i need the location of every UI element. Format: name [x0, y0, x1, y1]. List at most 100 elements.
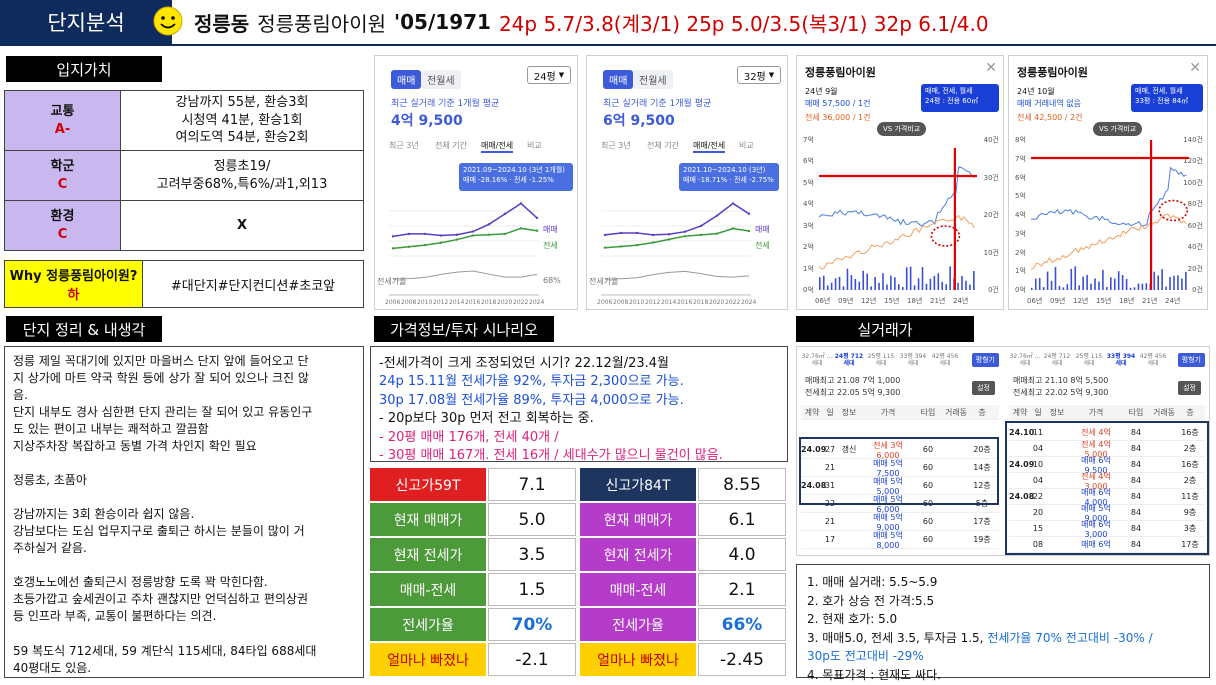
- trade-filter[interactable]: 매매, 전세, 월세 24평 : 전용 60㎡: [921, 84, 999, 112]
- period-tab[interactable]: 최근 3년: [601, 141, 631, 150]
- tab-sale[interactable]: 매매: [391, 70, 422, 89]
- size-tab[interactable]: 32.76㎡ ...세대: [1009, 353, 1041, 368]
- volume-bar: [945, 284, 947, 290]
- table-row[interactable]: 04 전세 4억 5,000 84 2층: [1009, 439, 1205, 459]
- settings-button[interactable]: 설정: [1178, 381, 1201, 395]
- trade-filter[interactable]: 매매, 전세, 월세 33평 : 전용 84㎡: [1131, 84, 1203, 112]
- volume-bar: [949, 266, 951, 290]
- location-table: 교통 A- 강남까지 55분, 환승3회 시청역 41분, 환승1회 여의도역 54분,…: [4, 90, 364, 251]
- volume-bar: [822, 275, 825, 290]
- conclusion-line: 3. 매매5.0, 전세 3.5, 투자금 1.5, 전세가율 70% 전고대비…: [807, 629, 1199, 648]
- deals-top-jeonse: 전세최고 22.02 5억 9,300: [1013, 388, 1109, 397]
- size-tab[interactable]: 32.76㎡ ...세대: [801, 353, 833, 368]
- x-tick-label: 2018: [693, 299, 709, 306]
- tab-jeonse[interactable]: 전월세: [421, 70, 461, 89]
- y-left-label: 5억: [1015, 192, 1026, 201]
- x-tick-label: 2008: [613, 299, 629, 306]
- deals-cell: 84: [1130, 492, 1142, 501]
- deals-col-header: 층: [1186, 407, 1194, 417]
- period-tab[interactable]: 최근 3년: [389, 141, 419, 150]
- table-row[interactable]: 24.08 22 매매 6억 4,000 84 11층: [1009, 487, 1205, 507]
- size-tab[interactable]: 25평 115세대: [867, 353, 895, 368]
- size-tab[interactable]: 33평 394세대: [899, 353, 927, 368]
- metric-label: 현재 매매가: [580, 503, 696, 536]
- legend-sale: 매매: [543, 225, 558, 234]
- deals-title: 실거래가: [796, 316, 974, 342]
- deals-right: 32.76㎡ ...세대 24평 712세대 25평 115세대 33평 394세대 4…: [1005, 347, 1209, 555]
- legend-jeonse: 전세: [755, 241, 770, 250]
- volume-bar: [870, 286, 872, 290]
- table-row[interactable]: 24.09 10 매매 6억 9,500 84 16층: [1009, 456, 1205, 475]
- deals-right-highlight: [1005, 421, 1209, 555]
- period-tab[interactable]: 전체 기간: [647, 141, 679, 150]
- y-left-label: 2억: [1015, 248, 1026, 257]
- close-icon[interactable]: ✕: [985, 60, 997, 76]
- period-tab[interactable]: 비교: [527, 141, 542, 150]
- deals-cell: 매매 6억 4,000: [1081, 487, 1111, 507]
- size-select[interactable]: 32평 ▼: [737, 66, 781, 84]
- table-row[interactable]: 21 매매 5억 9,000 60 17층: [801, 513, 999, 532]
- size-tab[interactable]: 42평 456세대: [931, 353, 959, 368]
- tab-sale[interactable]: 매매: [603, 70, 634, 89]
- deals-cell: 전세 4억 3,000: [1081, 471, 1111, 491]
- y-left-label: 4억: [1015, 211, 1026, 219]
- deals-cell: 84: [1130, 460, 1142, 469]
- size-tab[interactable]: 42평 456세대: [1139, 353, 1167, 368]
- deals-cell: 15: [1032, 524, 1044, 533]
- price-line-chart: [389, 202, 539, 296]
- price-chart-24: 매매 전월세 24평 ▼ 최근 실거래 기준 1개월 평균 4억 9,500 최근 3년 전체…: [374, 55, 578, 310]
- table-row[interactable]: 20 매매 5억 9,000 84 9층: [1009, 504, 1205, 523]
- y-right-label: 40건: [983, 136, 999, 144]
- table-row[interactable]: 04 전세 4억 3,000 84 2층: [1009, 471, 1205, 491]
- table-row[interactable]: 17 매매 5억 8,000 60 19층: [801, 531, 999, 550]
- period-tab[interactable]: 비교: [739, 141, 754, 150]
- table-row[interactable]: 24.08 31 매매 5억 5,000 60 12층: [801, 477, 999, 496]
- table-row[interactable]: 21 매매 5억 7,500 60 14층: [801, 459, 999, 478]
- ratio-line: [604, 270, 750, 280]
- deals-cell: 22: [1032, 492, 1044, 501]
- size-tab[interactable]: 24평 712세대: [1043, 353, 1071, 368]
- size-guide-button[interactable]: 평형기: [971, 353, 999, 367]
- size-guide-button[interactable]: 평형기: [1177, 353, 1205, 367]
- period-tab[interactable]: 매매/전세: [693, 140, 726, 153]
- period-tab[interactable]: 매매/전세: [481, 140, 514, 153]
- y-right-label: 0건: [988, 286, 999, 294]
- size-select[interactable]: 24평 ▼: [527, 66, 571, 84]
- why-value: #대단지#단지컨디션#초코앞: [170, 278, 336, 294]
- volume-bar: [1050, 280, 1053, 290]
- deals-cell: 매매 6억 3,000: [1081, 519, 1111, 539]
- size-tab[interactable]: 33평 394세대: [1106, 353, 1136, 368]
- table-row[interactable]: 08 매매 6억 84 17층: [1009, 537, 1205, 553]
- conclusion-text: 3. 매매5.0, 전세 3.5, 투자금 1.5,: [807, 630, 988, 645]
- tab-jeonse[interactable]: 전월세: [633, 70, 673, 89]
- deals-cell: 전세 4억 5,000: [1081, 439, 1111, 459]
- volume-bar: [842, 286, 845, 290]
- jeonse-trend-line: [819, 214, 975, 270]
- compare-button[interactable]: VS 가격비교: [877, 122, 927, 136]
- conclusion-box: 1. 매매 실거래: 5.5~5.9 2. 호가 상승 전 가격:5.5 2. 현재…: [796, 564, 1210, 682]
- size-tab[interactable]: 24평 712세대: [834, 353, 864, 368]
- deals-cell: 84: [1130, 540, 1142, 549]
- table-row[interactable]: 24.10 11 전세 4억 84 16층: [1009, 425, 1205, 441]
- close-icon[interactable]: ✕: [1189, 60, 1201, 76]
- series-point: [619, 231, 623, 235]
- size-tab[interactable]: 25평 115세대: [1075, 353, 1103, 368]
- series-point: [535, 216, 539, 220]
- x-tick-label: 2020: [497, 299, 513, 306]
- compare-button[interactable]: VS 가격비교: [1093, 122, 1143, 136]
- settings-button[interactable]: 설정: [972, 381, 995, 395]
- metric-value: 8.55: [698, 468, 786, 501]
- trade-title: 정릉풍림아이원: [805, 66, 876, 79]
- metric-value: 7.1: [488, 468, 576, 501]
- table-row[interactable]: 15 매매 6억 3,000 84 3층: [1009, 519, 1205, 539]
- deals-cell: 27: [824, 445, 836, 454]
- conclusion-highlight: 전세가율 70% 전고대비 -30% /: [987, 630, 1153, 645]
- table-row[interactable]: 24.09 27 갱신 전세 3억 6,000 60 20층: [801, 441, 999, 460]
- series-point: [651, 241, 655, 244]
- y-left-label: 4억: [803, 200, 814, 209]
- x-tick-label: 2006: [597, 299, 613, 306]
- volume-bar: [898, 284, 900, 290]
- period-tab[interactable]: 전체 기간: [435, 141, 467, 150]
- y-left-label: 0억: [803, 286, 814, 294]
- why-label-cell: Why 정릉풍림아이원? 하: [5, 261, 143, 307]
